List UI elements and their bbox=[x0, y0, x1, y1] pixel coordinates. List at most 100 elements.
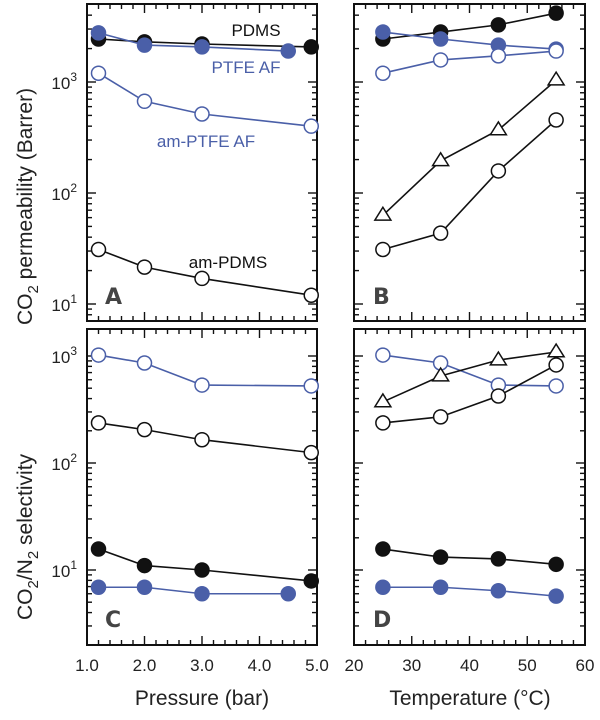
x-tick-label: 20 bbox=[345, 656, 364, 675]
x-tick-label: 4.0 bbox=[248, 656, 272, 675]
series-line-am-ptfe-af bbox=[98, 354, 312, 387]
data-point-pdms bbox=[548, 5, 564, 21]
series-line-triangle-series bbox=[382, 79, 557, 216]
series-line-pdms bbox=[382, 548, 557, 566]
series-line-am-ptfe-af bbox=[382, 354, 557, 387]
data-point-ptfe-af bbox=[194, 39, 210, 55]
panel-label-c: C bbox=[105, 608, 121, 633]
data-point-triangle-series bbox=[546, 70, 566, 86]
data-point-triangle-series bbox=[431, 366, 450, 382]
data-point-am-ptfe-af bbox=[375, 65, 391, 81]
data-point-triangle-series bbox=[373, 392, 393, 408]
data-point-am-pdms bbox=[303, 444, 319, 461]
series-line-am-pdms bbox=[382, 364, 557, 424]
data-point-triangle-series bbox=[373, 205, 393, 221]
x-tick-label: 5.0 bbox=[305, 656, 329, 675]
data-point-am-ptfe-af bbox=[432, 52, 449, 68]
data-point-am-ptfe-af bbox=[90, 65, 107, 81]
data-point-am-pdms bbox=[90, 415, 107, 431]
data-point-am-ptfe-af bbox=[490, 48, 507, 64]
data-point-ptfe-af bbox=[548, 588, 564, 604]
series-line-am-pdms bbox=[382, 119, 557, 251]
data-point-am-pdms bbox=[490, 388, 507, 404]
data-point-pdms bbox=[303, 39, 319, 55]
data-point-am-pdms bbox=[548, 357, 564, 373]
data-point-ptfe-af bbox=[490, 582, 507, 599]
data-point-am-pdms bbox=[432, 225, 449, 241]
data-point-pdms bbox=[375, 541, 391, 557]
data-point-ptfe-af bbox=[90, 579, 107, 595]
data-point-am-pdms bbox=[548, 112, 564, 128]
data-point-am-pdms bbox=[90, 241, 107, 258]
data-point-ptfe-af bbox=[136, 37, 153, 53]
panel-label-d: D bbox=[373, 608, 391, 633]
data-point-ptfe-af bbox=[90, 25, 107, 41]
data-point-ptfe-af bbox=[432, 31, 449, 47]
data-point-pdms bbox=[490, 17, 507, 33]
data-point-ptfe-af bbox=[280, 43, 296, 59]
x-tick-label: 50 bbox=[518, 656, 537, 675]
y-tick-label: 102 bbox=[51, 451, 77, 474]
y-tick-label: 103 bbox=[51, 344, 77, 367]
data-point-triangle-series bbox=[489, 120, 508, 136]
y-tick-label: 103 bbox=[51, 70, 77, 93]
panel-d: 20 30 40 50 60 bbox=[345, 328, 595, 675]
data-point-pdms bbox=[548, 556, 564, 573]
data-point-am-pdms bbox=[375, 415, 391, 431]
x-tick-label: 1.0 bbox=[75, 656, 99, 675]
series-line-ptfe-af bbox=[98, 32, 289, 52]
data-point-ptfe-af bbox=[280, 585, 296, 602]
data-point-pdms bbox=[303, 573, 319, 589]
data-point-ptfe-af bbox=[136, 579, 153, 595]
data-point-am-pdms bbox=[375, 241, 391, 258]
data-point-pdms bbox=[194, 562, 210, 578]
data-point-am-pdms bbox=[303, 287, 319, 303]
x-tick-label: 3.0 bbox=[190, 656, 214, 675]
panel-label-b: B bbox=[373, 285, 390, 310]
x-tick-label: 2.0 bbox=[133, 656, 157, 675]
data-point-am-ptfe-af bbox=[375, 347, 391, 363]
data-point-triangle-series bbox=[489, 350, 508, 366]
panel-c: 101 102 103 1.0 2.0 3.0 4.0 5.0 bbox=[51, 328, 329, 675]
data-point-am-ptfe-af bbox=[548, 43, 564, 59]
series-line-am-ptfe-af bbox=[382, 50, 557, 74]
data-point-triangle-series bbox=[431, 151, 450, 167]
data-point-pdms bbox=[432, 549, 449, 565]
data-point-pdms bbox=[136, 557, 153, 574]
series-line-pdms bbox=[98, 38, 312, 48]
data-point-am-ptfe-af bbox=[136, 355, 153, 371]
annotation-ptfe-af: PTFE AF bbox=[212, 58, 281, 77]
y-tick-label: 101 bbox=[51, 292, 77, 315]
y-tick-label: 102 bbox=[51, 181, 77, 204]
data-point-am-ptfe-af bbox=[194, 377, 210, 393]
annotation-am-ptfe-af: am-PTFE AF bbox=[157, 132, 255, 151]
x-axis-title-temperature: Temperature (°C) bbox=[389, 687, 550, 710]
data-point-pdms bbox=[490, 551, 507, 567]
data-point-triangle-series bbox=[546, 342, 566, 358]
y-axis-title-selectivity: CO2/N2 selectivity bbox=[14, 453, 42, 620]
data-point-am-ptfe-af bbox=[548, 378, 564, 394]
series-line-am-pdms bbox=[98, 422, 312, 454]
data-point-am-pdms bbox=[136, 259, 153, 275]
y-tick-label: 101 bbox=[51, 558, 77, 581]
data-point-am-ptfe-af bbox=[136, 93, 153, 110]
annotation-pdms: PDMS bbox=[231, 21, 280, 40]
panel-label-a: A bbox=[105, 285, 122, 310]
data-point-pdms bbox=[90, 541, 107, 557]
data-point-ptfe-af bbox=[432, 579, 449, 595]
series-line-ptfe-af bbox=[382, 31, 557, 50]
data-point-ptfe-af bbox=[375, 24, 391, 40]
data-point-am-pdms bbox=[194, 431, 210, 448]
data-point-ptfe-af bbox=[375, 579, 391, 595]
series-line-am-ptfe-af bbox=[98, 72, 312, 127]
series-line-am-pdms bbox=[98, 248, 312, 297]
panel-a: 101 102 103 bbox=[51, 3, 319, 322]
data-point-am-ptfe-af bbox=[303, 118, 319, 134]
data-point-am-ptfe-af bbox=[303, 378, 319, 394]
x-tick-label: 40 bbox=[460, 656, 479, 675]
x-tick-label: 60 bbox=[576, 656, 595, 675]
series-line-pdms bbox=[98, 548, 312, 582]
series-line-ptfe-af bbox=[382, 586, 557, 597]
y-axis-title-permeability: CO2 permeability (Barrer) bbox=[14, 88, 42, 325]
